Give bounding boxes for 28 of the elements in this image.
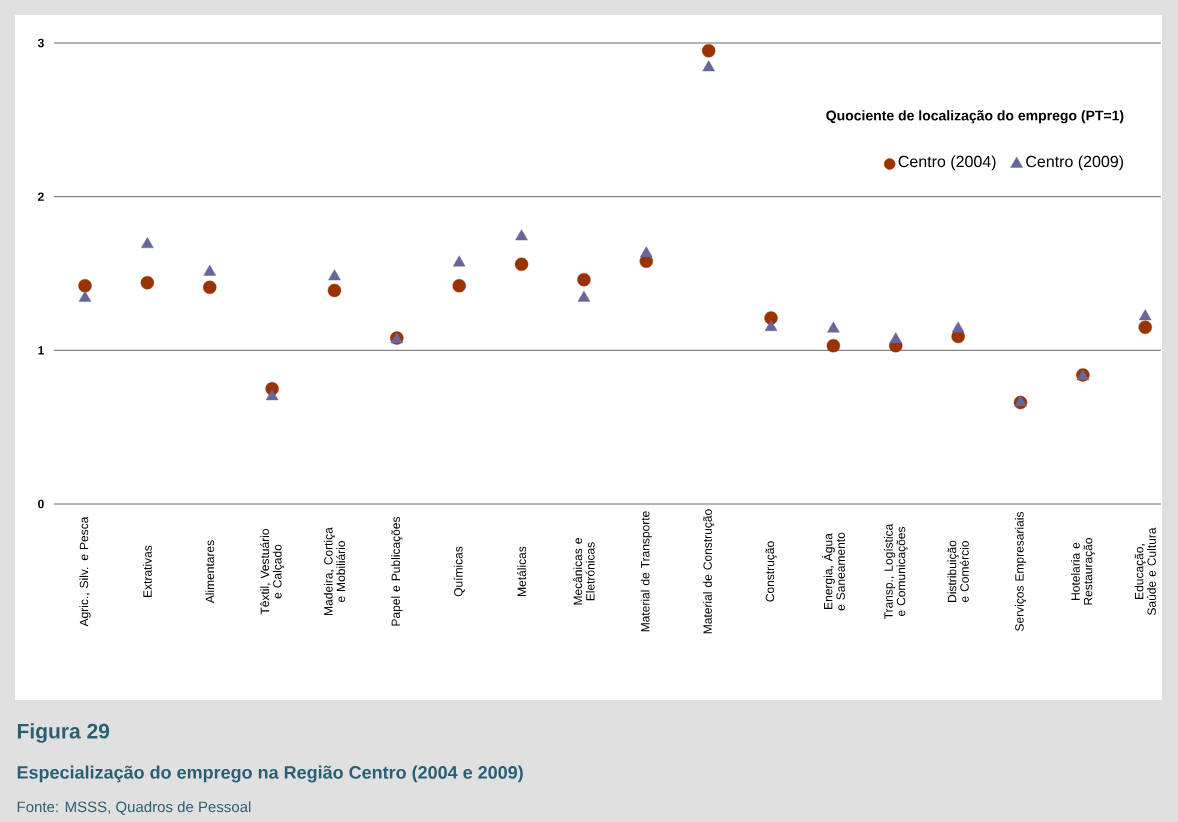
x-tick-label: Educação, Saúde e Cultura	[1134, 527, 1156, 616]
x-tick-label: Energia, Água e Saneamento	[821, 532, 845, 611]
legend-label: Centro (2004)	[898, 155, 996, 171]
x-tick-label: Mecânicas e Eletrónicas	[573, 538, 595, 605]
x-tick-label: Extrativas	[142, 545, 152, 597]
x-tick-label: Transp., Logística e Comunicações	[883, 523, 908, 620]
legend-title: Quociente de localização do emprego (PT=1)	[826, 110, 1124, 124]
source-note: Fonte: MSSS, Quadros de Pessoal	[17, 801, 251, 815]
y-tick-label: 0	[38, 499, 44, 509]
x-tick-label: Papel e Publicações	[391, 516, 403, 626]
x-tick-label: Hotelaria e Restauração	[1071, 538, 1095, 605]
text: Especialização do emprego na Região Centro (2004 e 2009)	[17, 765, 523, 783]
x-tick-label: Material de Transporte	[640, 511, 652, 632]
y-tick-label: 2	[38, 192, 44, 201]
x-tick-label: Serviços Empresariais	[1014, 511, 1027, 631]
x-tick-label: Madeira, Cortiça e Mobiliário	[323, 527, 346, 615]
x-tick-label: Material de Construção	[703, 509, 715, 634]
x-tick-label: Distribuição e Comércio	[947, 540, 969, 603]
y-tick-label: 1	[38, 346, 44, 355]
text: Figura 29	[17, 723, 110, 743]
x-tick-label: Alimentares	[205, 540, 215, 604]
legend-label: Centro (2009)	[1026, 155, 1124, 171]
y-tick-label: 3	[37, 38, 44, 48]
x-tick-label: Construção	[765, 541, 777, 602]
x-tick-label: Metálicas	[517, 546, 527, 596]
x-tick-label: Agric., Silv. e Pesca	[79, 516, 91, 627]
x-tick-label: Químicas	[453, 546, 465, 597]
x-tick-label: Têxtil, Vestuário e Calçado	[260, 529, 285, 615]
